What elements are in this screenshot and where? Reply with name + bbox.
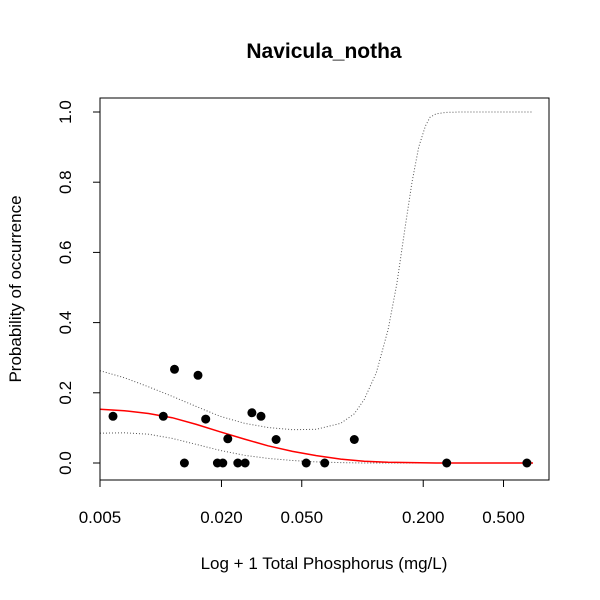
- data-point: [108, 411, 118, 421]
- fit-line: [99, 408, 533, 464]
- data-point: [201, 414, 211, 424]
- y-tick-label: 0.2: [56, 381, 75, 405]
- x-tick-label: 0.020: [200, 508, 243, 527]
- x-tick-label: 0.005: [79, 508, 122, 527]
- ci-upper-line: [99, 111, 533, 431]
- ci-lower-line: [99, 432, 533, 464]
- plot-frame: [99, 97, 550, 481]
- y-axis-label: Probability of occurrence: [6, 195, 25, 382]
- data-point: [170, 364, 179, 374]
- data-point: [233, 458, 243, 468]
- y-tick-label: 0.4: [56, 311, 75, 335]
- data-point: [158, 411, 168, 421]
- data-point: [271, 435, 281, 444]
- data-point: [301, 458, 311, 468]
- data-point: [522, 458, 532, 468]
- x-axis-label: Log + 1 Total Phosphorus (mg/L): [201, 554, 448, 573]
- data-point: [223, 434, 233, 444]
- confidence-band: [99, 111, 533, 464]
- data-point: [218, 458, 228, 468]
- data-points: [108, 364, 532, 468]
- y-axis: 0.0 0.2 0.4 0.6 0.8 1.0: [56, 100, 101, 475]
- data-point: [442, 458, 452, 468]
- chart-title: Navicula_notha: [246, 40, 402, 63]
- y-tick-label: 0.6: [56, 241, 75, 265]
- x-tick-label: 0.200: [402, 508, 445, 527]
- x-tick-label: 0.500: [482, 508, 525, 527]
- data-point: [256, 411, 266, 421]
- y-tick-label: 0.0: [56, 451, 75, 475]
- data-point: [349, 435, 359, 444]
- data-point: [240, 458, 250, 468]
- data-point: [193, 370, 203, 380]
- data-point: [247, 408, 257, 418]
- x-axis: 0.005 0.020 0.050 0.200 0.500: [79, 479, 525, 527]
- y-tick-label: 0.8: [56, 170, 75, 194]
- x-tick-label: 0.050: [280, 508, 323, 527]
- fit-curve: [99, 408, 533, 464]
- data-point: [320, 458, 330, 468]
- data-point: [179, 458, 189, 468]
- y-tick-label: 1.0: [56, 100, 75, 124]
